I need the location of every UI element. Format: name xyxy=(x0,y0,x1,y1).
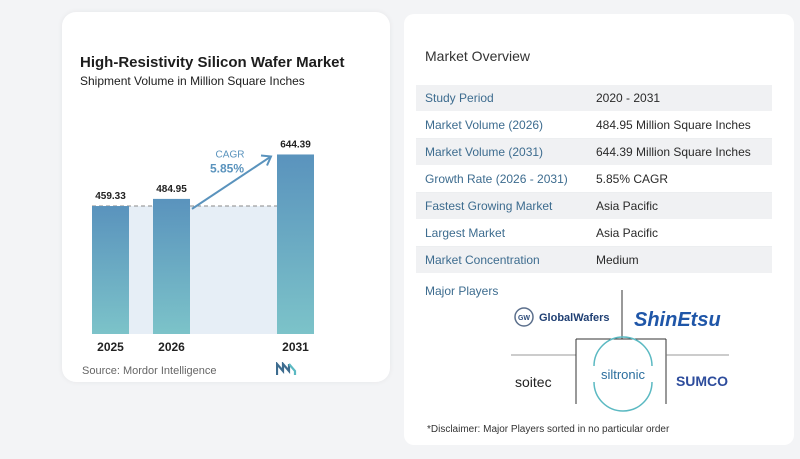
x-tick-2025: 2025 xyxy=(97,340,124,354)
overview-value: 644.39 Million Square Inches xyxy=(596,145,751,159)
bar-chart: 459.33 484.95 644.39 2025 2026 2031 CAGR 5.8… xyxy=(92,139,314,354)
bar-2026 xyxy=(153,198,190,334)
overview-title: Market Overview xyxy=(425,48,531,64)
overview-value: 484.95 Million Square Inches xyxy=(596,118,751,132)
chart-subtitle: Shipment Volume in Million Square Inches xyxy=(80,74,305,88)
major-players-title: Major Players xyxy=(425,284,499,298)
value-label-2026: 484.95 xyxy=(156,184,187,195)
overview-row: Market Volume (2031) 644.39 Million Squar… xyxy=(416,139,772,166)
svg-text:GW: GW xyxy=(518,315,530,322)
siltronic-logo: siltronic xyxy=(593,336,653,412)
cagr-arrowhead xyxy=(260,154,273,166)
player-name-globalwafers: GlobalWafers xyxy=(539,312,610,324)
chart-card: High-Resistivity Silicon Wafer Market Sh… xyxy=(62,12,390,382)
market-overview-panel: Market Overview Study Period 2020 - 2031 M… xyxy=(404,14,794,445)
x-tick-2031: 2031 xyxy=(282,340,309,354)
overview-key: Market Volume (2026) xyxy=(425,118,544,132)
overview-table: Study Period 2020 - 2031 Market Volume (20… xyxy=(416,85,772,274)
overview-key: Study Period xyxy=(425,91,494,105)
overview-value: Asia Pacific xyxy=(596,199,659,213)
cagr-arrow xyxy=(191,155,272,210)
overview-key: Largest Market xyxy=(425,226,506,240)
bar-2031 xyxy=(277,154,314,334)
overview-value: Medium xyxy=(596,253,639,267)
overview-key: Fastest Growing Market xyxy=(425,199,553,213)
disclaimer: *Disclaimer: Major Players sorted in no … xyxy=(427,424,670,435)
player-name-soitec: soitec xyxy=(515,374,552,390)
overview-row: Study Period 2020 - 2031 xyxy=(416,85,772,112)
overview-row: Market Volume (2026) 484.95 Million Squar… xyxy=(416,112,772,139)
overview-value: 2020 - 2031 xyxy=(596,91,661,105)
player-name-siltronic: siltronic xyxy=(601,367,646,382)
overview-value: 5.85% CAGR xyxy=(596,172,669,186)
cagr-value: 5.85% xyxy=(210,161,244,175)
x-tick-2026: 2026 xyxy=(158,340,185,354)
player-name-shinetsu: ShinEtsu xyxy=(634,309,721,331)
players-logo-grid: GW GlobalWafers ShinEtsu soitec siltroni… xyxy=(511,290,729,412)
overview-row: Growth Rate (2026 - 2031) 5.85% CAGR xyxy=(416,166,772,193)
overview-row: Market Concentration Medium xyxy=(416,247,772,274)
value-label-2025: 459.33 xyxy=(95,191,126,202)
overview-key: Market Volume (2031) xyxy=(425,145,544,159)
overview-row: Largest Market Asia Pacific xyxy=(416,220,772,247)
overview-row: Fastest Growing Market Asia Pacific xyxy=(416,193,772,220)
value-label-2031: 644.39 xyxy=(280,139,311,150)
bar-2025 xyxy=(92,206,129,334)
overview-key: Growth Rate (2026 - 2031) xyxy=(425,172,568,186)
overview-key: Market Concentration xyxy=(425,253,540,267)
globalwafers-logo: GW GlobalWafers xyxy=(514,307,610,327)
mordor-logo-icon xyxy=(276,362,297,375)
source-note: Source: Mordor Intelligence xyxy=(82,365,217,377)
chart-title: High-Resistivity Silicon Wafer Market xyxy=(80,54,345,71)
cagr-label: CAGR xyxy=(216,149,245,160)
overview-value: Asia Pacific xyxy=(596,226,659,240)
player-name-sumco: SUMCO xyxy=(676,373,728,389)
